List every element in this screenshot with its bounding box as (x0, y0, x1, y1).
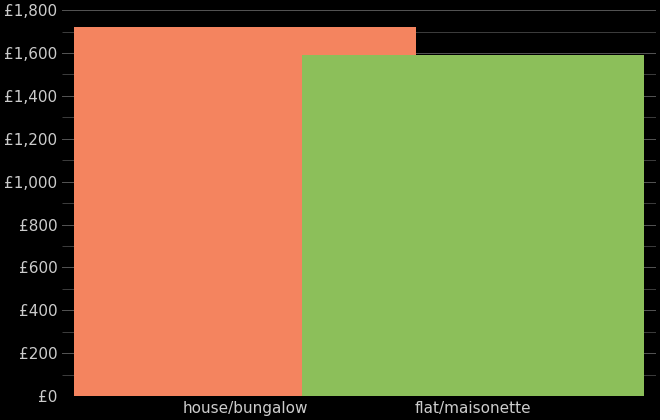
Bar (302, 55, 644, 396)
Bar (74, 27, 416, 396)
